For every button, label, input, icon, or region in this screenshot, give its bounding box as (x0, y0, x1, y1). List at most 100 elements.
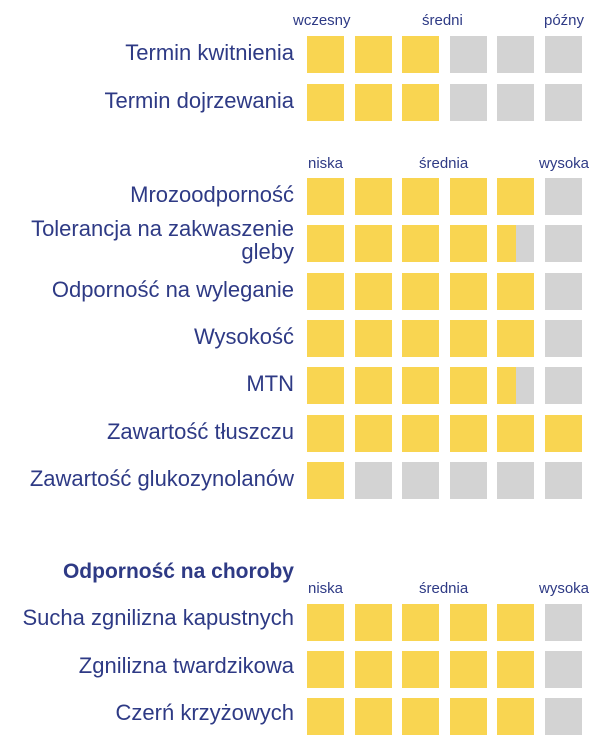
disease-label-alternaria: Czerń krzyżowych (115, 700, 294, 725)
rating-cell (307, 225, 344, 262)
rating-cell-fill (307, 651, 344, 688)
rating-bar-blackleg (307, 604, 585, 641)
rating-cell (307, 415, 344, 452)
rating-cell-fill (307, 367, 344, 404)
rating-cell-fill (450, 273, 487, 310)
rating-cell (545, 367, 582, 404)
rating-cell-fill (402, 225, 439, 262)
rating-cell-fill (355, 225, 392, 262)
rating-cell (307, 36, 344, 73)
rating-cell (402, 36, 439, 73)
rating-cell-fill (307, 698, 344, 735)
rating-cell (402, 273, 439, 310)
rating-cell (402, 651, 439, 688)
rating-bar-sclerotinia (307, 651, 585, 688)
rating-cell (545, 36, 582, 73)
rating-cell (402, 698, 439, 735)
rating-cell (497, 320, 534, 357)
rating-cell (450, 178, 487, 215)
rating-cell (497, 462, 534, 499)
rating-bar-lodging-resistance (307, 273, 585, 310)
rating-cell (307, 604, 344, 641)
scale-low-label: wczesny (293, 12, 351, 29)
rating-cell-fill (450, 415, 487, 452)
rating-cell (355, 604, 392, 641)
rating-cell (307, 367, 344, 404)
rating-cell (497, 178, 534, 215)
rating-cell (450, 698, 487, 735)
rating-cell-fill (307, 225, 344, 262)
rating-cell-fill (402, 698, 439, 735)
rating-cell (307, 651, 344, 688)
scale-mid-label: średnia (419, 580, 469, 597)
rating-cell-fill (450, 651, 487, 688)
rating-cell (450, 84, 487, 121)
trait-label-acidity-tolerance: Tolerancja na zakwaszenie gleby (31, 216, 294, 264)
rating-cell-fill (355, 367, 392, 404)
rating-cell (545, 698, 582, 735)
scale-mid-label: średni (422, 12, 463, 29)
rating-bar-maturity-time (307, 84, 585, 121)
scale-high-label: wysoka (539, 155, 590, 172)
rating-cell (355, 462, 392, 499)
trait-label-maturity-time: Termin dojrzewania (104, 88, 294, 113)
rating-cell (307, 273, 344, 310)
rating-cell (402, 84, 439, 121)
rating-cell (402, 415, 439, 452)
rating-cell (402, 367, 439, 404)
rating-bar-frost-resistance (307, 178, 585, 215)
rating-cell-fill (355, 651, 392, 688)
rating-cell (402, 225, 439, 262)
scale-low-label: niska (308, 155, 344, 172)
rating-cell-fill (450, 178, 487, 215)
rating-cell-fill (402, 604, 439, 641)
rating-cell-fill (450, 604, 487, 641)
rating-cell (497, 415, 534, 452)
rating-cell-fill (450, 698, 487, 735)
trait-label-glucosinolate-content: Zawartość glukozynolanów (29, 466, 294, 491)
rating-cell (355, 415, 392, 452)
rating-cell-fill (307, 462, 344, 499)
rating-cell (450, 604, 487, 641)
rating-cell-fill (355, 604, 392, 641)
trait-label-fat-content: Zawartość tłuszczu (106, 419, 294, 444)
rating-cell (450, 415, 487, 452)
rating-cell-fill (402, 273, 439, 310)
rating-cell (402, 178, 439, 215)
trait-label-frost-resistance: Mrozoodporność (130, 182, 294, 207)
scale-high-label: późny (544, 12, 585, 29)
rating-cell (497, 698, 534, 735)
rating-cell-fill (450, 367, 487, 404)
trait-label-height: Wysokość (193, 324, 294, 349)
rating-cell (355, 651, 392, 688)
rating-cell-fill (545, 415, 582, 452)
rating-cell-fill (307, 604, 344, 641)
trait-label-mtn: MTN (246, 371, 294, 396)
rating-cell (355, 225, 392, 262)
rating-cell-fill (497, 698, 534, 735)
rating-cell-fill (355, 36, 392, 73)
rating-cell (497, 225, 534, 262)
rating-cell-fill (497, 320, 534, 357)
rating-cell-fill (497, 367, 516, 404)
rating-cell (450, 462, 487, 499)
rating-cell (307, 84, 344, 121)
rating-cell (355, 178, 392, 215)
rating-cell (402, 462, 439, 499)
rating-bar-fat-content (307, 415, 585, 452)
scale-high-label: wysoka (539, 580, 590, 597)
rating-cell (355, 367, 392, 404)
rating-cell-fill (355, 178, 392, 215)
rating-bar-acidity-tolerance (307, 225, 585, 262)
rating-cell (307, 462, 344, 499)
rating-cell-fill (402, 651, 439, 688)
rating-cell-fill (355, 84, 392, 121)
rating-cell (450, 367, 487, 404)
rating-cell-fill (307, 273, 344, 310)
rating-cell-fill (497, 273, 534, 310)
section-title-disease-resistance: Odporność na choroby (62, 560, 294, 583)
disease-label-sclerotinia: Zgnilizna twardzikowa (78, 653, 294, 678)
rating-cell-fill (307, 320, 344, 357)
rating-bar-height (307, 320, 585, 357)
disease-label-blackleg: Sucha zgnilizna kapustnych (22, 605, 295, 630)
